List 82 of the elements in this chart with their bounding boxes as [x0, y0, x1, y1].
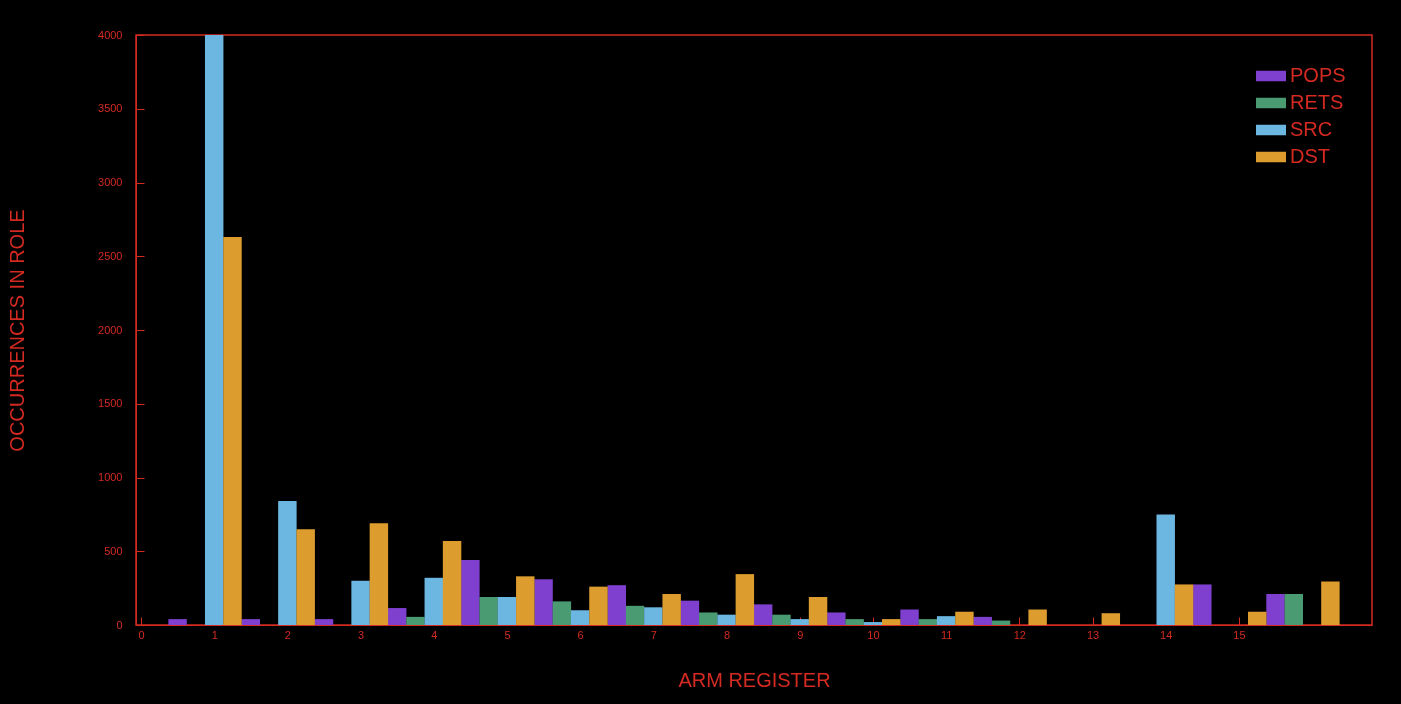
- bar: [1028, 609, 1047, 625]
- legend-label: SRC: [1290, 118, 1333, 140]
- bar: [1174, 584, 1194, 625]
- y-tick-label: 2000: [98, 323, 123, 336]
- bar: [607, 585, 626, 625]
- bar: [351, 580, 370, 625]
- bar: [973, 616, 992, 625]
- x-tick-label: 0: [138, 628, 145, 641]
- bar: [589, 586, 608, 625]
- bar: [625, 605, 645, 625]
- bar: [955, 611, 974, 625]
- bar: [753, 604, 773, 625]
- x-tick-label: 3: [358, 628, 365, 641]
- y-tick-label: 3000: [98, 176, 123, 188]
- x-tick-label: 8: [723, 628, 731, 641]
- bar: [863, 622, 883, 625]
- bar: [699, 612, 718, 625]
- x-axis-title: ARM REGISTER: [678, 668, 831, 691]
- y-tick-label: 1000: [98, 471, 123, 483]
- x-tick-label: 9: [797, 628, 804, 641]
- bar: [680, 600, 700, 625]
- bar: [882, 619, 901, 625]
- bar: [1101, 613, 1121, 625]
- y-tick-label: 4000: [98, 28, 123, 41]
- legend-label: DST: [1290, 145, 1330, 167]
- bar: [845, 619, 864, 625]
- bar: [424, 577, 443, 625]
- x-tick-label: 2: [284, 628, 291, 641]
- legend-label: POPS: [1290, 64, 1346, 86]
- x-tick-label: 13: [1086, 628, 1100, 641]
- bar: [442, 540, 462, 625]
- bar: [314, 619, 334, 625]
- bar: [168, 619, 187, 625]
- bar: [461, 560, 480, 625]
- x-tick-label: 12: [1013, 628, 1026, 641]
- x-tick-label: 1: [211, 628, 218, 641]
- bar: [479, 596, 498, 625]
- bar: [717, 614, 736, 625]
- x-tick-label: 7: [650, 628, 657, 641]
- x-tick-label: 11: [940, 628, 953, 641]
- x-tick-label: 5: [504, 628, 511, 641]
- y-tick-label: 2500: [98, 249, 123, 262]
- legend-label: RETS: [1290, 91, 1344, 113]
- bar: [1266, 594, 1285, 625]
- x-tick-label: 6: [577, 628, 584, 641]
- x-tick-label: 15: [1233, 628, 1246, 641]
- y-tick-label: 1500: [98, 397, 123, 410]
- bar: [1156, 514, 1175, 625]
- bar: [808, 596, 828, 625]
- bar: [772, 614, 791, 625]
- bar: [387, 608, 407, 625]
- bar: [406, 616, 425, 625]
- x-tick-label: 14: [1160, 628, 1173, 641]
- bar: [497, 596, 517, 625]
- bar: [516, 576, 535, 625]
- x-tick-label: 10: [867, 628, 880, 641]
- bar: [369, 523, 389, 625]
- bar: [918, 619, 938, 625]
- bar: [936, 616, 956, 625]
- bar: [1321, 581, 1340, 625]
- bar: [735, 574, 755, 625]
- bar: [296, 529, 315, 625]
- bar: [1284, 594, 1304, 625]
- bar: [644, 607, 663, 625]
- x-tick-label: 4: [431, 628, 438, 641]
- bar: [223, 237, 242, 625]
- bar: [1193, 584, 1212, 625]
- y-tick-label: 500: [104, 544, 123, 557]
- y-tick-label: 0: [116, 618, 123, 631]
- bar: [570, 610, 590, 625]
- bar: [790, 619, 809, 625]
- bar: [204, 35, 224, 625]
- bar: [552, 601, 572, 625]
- bar: [1247, 611, 1267, 625]
- y-tick-label: 3500: [98, 102, 123, 115]
- y-axis-title: OCCURRENCES IN ROLE: [6, 209, 29, 452]
- bar: [827, 612, 846, 625]
- bar: [662, 594, 681, 625]
- bar: [278, 501, 297, 625]
- bar: [534, 579, 553, 625]
- bar: [241, 619, 261, 625]
- bar: [900, 609, 919, 625]
